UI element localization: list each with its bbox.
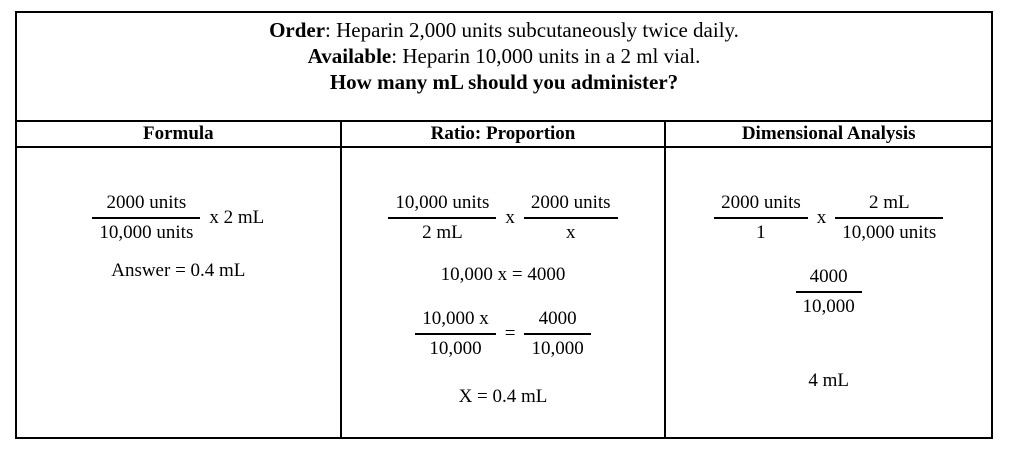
dimensional-result-fraction-row: 4000 10,000 bbox=[795, 266, 862, 318]
order-label: Order bbox=[269, 18, 326, 42]
fraction-denominator: 1 bbox=[756, 222, 766, 243]
ratio-cross-multiply-step: 10,000 x = 4000 bbox=[440, 264, 566, 285]
solution-row: 2000 units 10,000 units x 2 mL Answer = … bbox=[17, 148, 991, 437]
fraction-numerator: 2 mL bbox=[868, 192, 910, 213]
dimensional-setup-equation: 2000 units 1 x 2 mL 10,000 units bbox=[714, 192, 944, 244]
formula-fraction: 2000 units 10,000 units bbox=[92, 192, 201, 244]
formula-answer: Answer = 0.4 mL bbox=[111, 260, 246, 281]
column-header-row: Formula Ratio: Proportion Dimensional An… bbox=[17, 122, 991, 148]
ratio-left-fraction: 10,000 units 2 mL bbox=[388, 192, 497, 244]
formula-method-cell: 2000 units 10,000 units x 2 mL Answer = … bbox=[17, 148, 342, 437]
fraction-bar bbox=[415, 333, 496, 335]
fraction-denominator: 10,000 bbox=[802, 296, 855, 317]
fraction-denominator: 10,000 units bbox=[99, 222, 194, 243]
fraction-denominator: 2 mL bbox=[422, 222, 463, 243]
fraction-bar bbox=[92, 217, 201, 219]
formula-equation: 2000 units 10,000 units x 2 mL bbox=[92, 192, 264, 244]
fraction-denominator: x bbox=[565, 222, 576, 243]
column-header-dimensional-analysis: Dimensional Analysis bbox=[741, 123, 916, 144]
fraction-bar bbox=[523, 217, 618, 219]
ratio-divide-step: 10,000 x 10,000 = 4000 10,000 bbox=[415, 308, 591, 360]
fraction-denominator: 10,000 bbox=[429, 338, 482, 359]
dimensional-answer: 4 mL bbox=[808, 370, 849, 391]
available-label: Available bbox=[307, 44, 392, 68]
multiplication-sign: x bbox=[505, 207, 515, 228]
ratio-lhs-fraction: 10,000 x 10,000 bbox=[415, 308, 496, 360]
fraction-numerator: 4000 bbox=[809, 266, 848, 287]
fraction-bar bbox=[388, 217, 497, 219]
order-text: : Heparin 2,000 units subcutaneously twi… bbox=[325, 18, 739, 42]
fraction-numerator: 2000 units bbox=[530, 192, 611, 213]
dimensional-right-fraction: 2 mL 10,000 units bbox=[835, 192, 944, 244]
ratio-answer: X = 0.4 mL bbox=[458, 386, 548, 407]
formula-multiplier: x 2 mL bbox=[209, 207, 265, 228]
problem-order-line: Order: Heparin 2,000 units subcutaneousl… bbox=[17, 17, 991, 43]
fraction-denominator: 10,000 units bbox=[842, 222, 937, 243]
ratio-right-fraction: 2000 units x bbox=[523, 192, 618, 244]
problem-available-line: Available: Heparin 10,000 units in a 2 m… bbox=[17, 43, 991, 69]
fraction-bar bbox=[524, 333, 591, 335]
ratio-rhs-fraction: 4000 10,000 bbox=[524, 308, 591, 360]
dimensional-left-fraction: 2000 units 1 bbox=[714, 192, 808, 244]
fraction-denominator: 10,000 bbox=[531, 338, 584, 359]
ratio-setup-equation: 10,000 units 2 mL x 2000 units x bbox=[388, 192, 618, 244]
fraction-numerator: 10,000 x bbox=[422, 308, 489, 329]
column-header-formula: Formula bbox=[17, 122, 342, 146]
fraction-bar bbox=[714, 217, 808, 219]
fraction-bar bbox=[835, 217, 944, 219]
problem-question-line: How many mL should you administer? bbox=[329, 70, 679, 94]
fraction-numerator: 2000 units bbox=[106, 192, 187, 213]
fraction-numerator: 10,000 units bbox=[395, 192, 490, 213]
problem-statement: Order: Heparin 2,000 units subcutaneousl… bbox=[17, 13, 991, 122]
available-text: : Heparin 10,000 units in a 2 ml vial. bbox=[391, 44, 701, 68]
ratio-proportion-method-cell: 10,000 units 2 mL x 2000 units x 10,000 … bbox=[342, 148, 667, 437]
dosage-calculation-table: Order: Heparin 2,000 units subcutaneousl… bbox=[15, 11, 993, 439]
fraction-numerator: 4000 bbox=[538, 308, 577, 329]
dimensional-analysis-method-cell: 2000 units 1 x 2 mL 10,000 units 4000 bbox=[666, 148, 991, 437]
column-header-ratio-proportion: Ratio: Proportion bbox=[342, 122, 667, 146]
fraction-bar bbox=[795, 291, 862, 293]
equals-sign: = bbox=[504, 323, 516, 344]
fraction-numerator: 2000 units bbox=[721, 192, 801, 213]
dimensional-result-fraction: 4000 10,000 bbox=[795, 266, 862, 318]
multiplication-sign: x bbox=[816, 207, 827, 228]
